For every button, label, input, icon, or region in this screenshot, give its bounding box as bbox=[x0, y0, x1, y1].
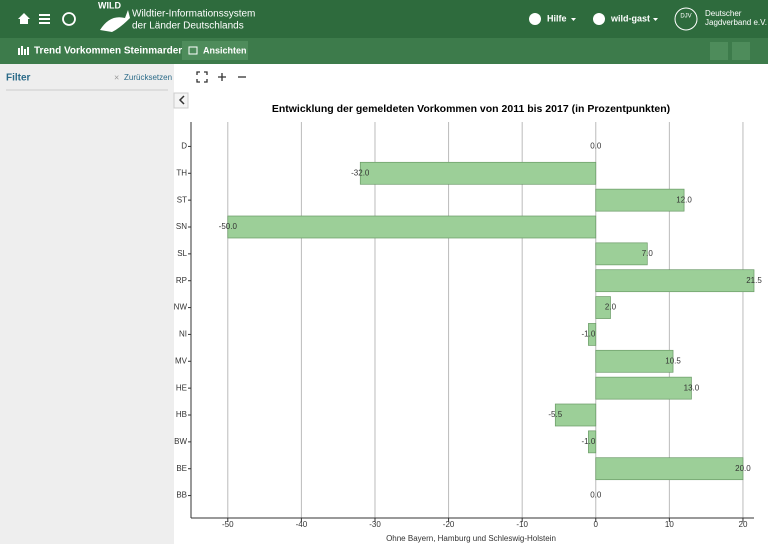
y-tick-label: BW bbox=[174, 437, 187, 446]
value-label: -5.5 bbox=[548, 410, 562, 419]
bar bbox=[595, 457, 744, 481]
djv-logo-text: DJV bbox=[680, 14, 691, 20]
y-tick-label: NI bbox=[179, 330, 187, 339]
partner-name: Jagdverband e.V. bbox=[705, 18, 767, 27]
chart-icon bbox=[18, 46, 29, 55]
y-tick-label: D bbox=[181, 142, 187, 151]
globe-icon[interactable] bbox=[62, 12, 76, 26]
djv-logo bbox=[674, 7, 698, 31]
value-label: 13.0 bbox=[684, 383, 700, 392]
bar bbox=[588, 323, 597, 346]
caret bbox=[571, 18, 576, 21]
x-tick-label: -30 bbox=[369, 520, 381, 529]
value-label: 0.0 bbox=[590, 491, 602, 500]
system-name: der Länder Deutschlands bbox=[132, 21, 244, 32]
value-label: 12.0 bbox=[676, 195, 692, 204]
bar bbox=[595, 349, 674, 373]
bar bbox=[588, 430, 597, 454]
x-axis-label: Ohne Bayern, Hamburg und Schleswig-Holst… bbox=[386, 534, 556, 543]
views-label[interactable]: Ansichten bbox=[203, 45, 247, 55]
reset-link[interactable]: Zurücksetzen bbox=[124, 73, 172, 82]
user-menu[interactable]: wild-gast bbox=[610, 13, 650, 23]
y-tick-label: SL bbox=[177, 249, 187, 258]
partner-name: Deutscher bbox=[705, 9, 742, 18]
value-label: -1.0 bbox=[582, 437, 596, 446]
bar bbox=[227, 215, 597, 239]
x-tick-label: -20 bbox=[443, 520, 455, 529]
collapse-icon bbox=[178, 95, 185, 105]
menu-icon[interactable] bbox=[39, 14, 50, 16]
x-tick-label: 0 bbox=[594, 520, 599, 529]
nav-icons bbox=[18, 10, 130, 32]
bar bbox=[595, 188, 685, 212]
fullscreen-icon[interactable] bbox=[196, 71, 208, 83]
hare-logo bbox=[100, 10, 130, 32]
value-label: 20.0 bbox=[735, 464, 751, 473]
bar bbox=[595, 269, 755, 293]
x-tick-label: 20 bbox=[739, 520, 748, 529]
bar bbox=[595, 296, 611, 319]
filter-title: Filter bbox=[6, 73, 31, 84]
value-label: 7.0 bbox=[642, 249, 654, 258]
views-icon bbox=[188, 46, 198, 55]
help-menu[interactable]: Hilfe bbox=[547, 13, 567, 23]
value-label: 0.0 bbox=[590, 142, 602, 151]
y-tick-label: BB bbox=[176, 491, 187, 500]
reset-icon: × bbox=[114, 72, 119, 82]
x-tick-label: 10 bbox=[665, 520, 674, 529]
caret bbox=[653, 18, 658, 21]
user-icon bbox=[593, 13, 605, 25]
views-button[interactable] bbox=[182, 41, 248, 60]
x-tick-label: -50 bbox=[222, 520, 234, 529]
chart-title: Entwicklung der gemeldeten Vorkommen von… bbox=[272, 103, 670, 115]
y-tick-label: MV bbox=[175, 356, 188, 365]
page-title: Trend Vorkommen Steinmarder bbox=[34, 46, 182, 57]
y-tick-label: RP bbox=[176, 276, 187, 285]
y-tick-label: HE bbox=[176, 383, 187, 392]
y-tick-label: TH bbox=[176, 168, 187, 177]
system-name: Wildtier-Informationssystem bbox=[132, 9, 255, 20]
toolbar bbox=[0, 38, 768, 64]
x-tick-label: -10 bbox=[516, 520, 528, 529]
sidebar bbox=[0, 64, 174, 544]
y-tick-label: ST bbox=[177, 195, 187, 204]
bar bbox=[359, 161, 597, 185]
value-label: -1.0 bbox=[582, 330, 596, 339]
bar bbox=[595, 376, 692, 400]
y-tick-label: HB bbox=[176, 410, 187, 419]
zoom-in-icon[interactable] bbox=[218, 73, 226, 81]
bar bbox=[595, 242, 648, 266]
value-label: 21.5 bbox=[746, 276, 762, 285]
x-tick-label: -40 bbox=[296, 520, 308, 529]
value-label: 2.0 bbox=[605, 303, 617, 312]
y-tick-label: BE bbox=[176, 464, 187, 473]
bar bbox=[554, 403, 597, 427]
value-label: 10.5 bbox=[665, 356, 681, 365]
y-tick-label: SN bbox=[176, 222, 187, 231]
zoom-controls bbox=[196, 71, 246, 83]
home-icon[interactable] bbox=[18, 13, 30, 24]
value-label: -50.0 bbox=[219, 222, 238, 231]
logo-text: WILD bbox=[98, 0, 121, 10]
link-button[interactable] bbox=[732, 42, 750, 60]
help-icon bbox=[529, 13, 541, 25]
download-button[interactable] bbox=[710, 42, 728, 60]
y-tick-label: NW bbox=[174, 303, 188, 312]
value-label: -32.0 bbox=[351, 168, 370, 177]
